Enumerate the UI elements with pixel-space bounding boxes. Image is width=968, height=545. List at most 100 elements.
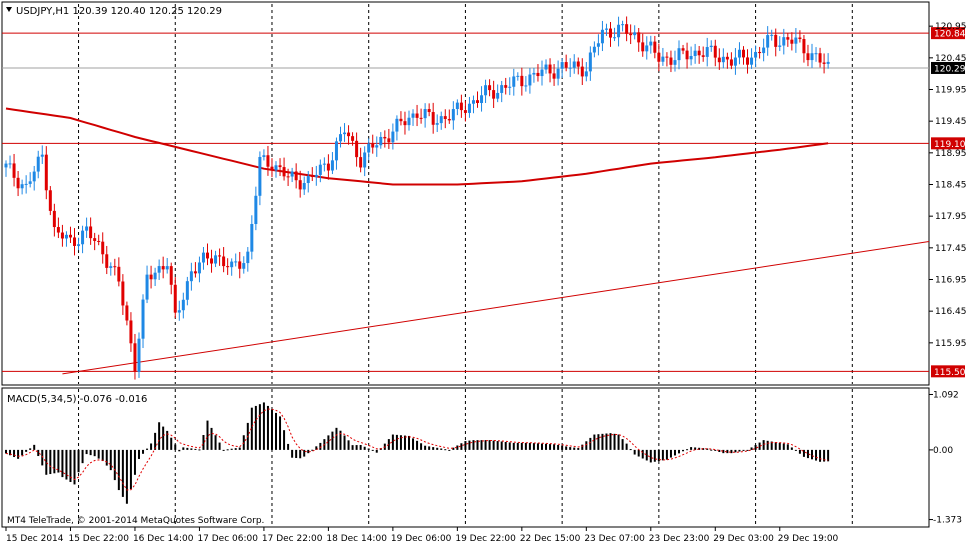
macd-bar: [827, 449, 830, 462]
candle-body: [762, 47, 766, 54]
candle-body: [161, 266, 165, 270]
candle-body: [480, 95, 484, 103]
candle-body: [322, 163, 326, 165]
x-tick-label: 29 Dec 19:00: [778, 534, 839, 544]
candle-body: [641, 42, 645, 52]
macd-bar: [790, 447, 793, 450]
macd-bar: [460, 443, 463, 450]
candle-body: [673, 60, 677, 65]
macd-bar: [601, 433, 604, 450]
macd-bar: [500, 441, 503, 450]
candle-body: [230, 261, 234, 268]
macd-bar: [363, 446, 366, 450]
x-tick-label: 29 Dec 03:00: [713, 534, 774, 544]
candle-body: [447, 118, 451, 121]
candle-body: [326, 163, 330, 171]
candle-body: [689, 56, 693, 60]
macd-bar: [549, 444, 552, 450]
candle-body: [766, 35, 770, 48]
y-tick-label: 116.95: [935, 276, 967, 286]
macd-bar: [270, 409, 273, 450]
x-tick-label: 17 Dec 06:00: [197, 534, 258, 544]
macd-bar: [311, 449, 314, 451]
candle-body: [64, 234, 68, 239]
candle-body: [814, 53, 818, 55]
candle-body: [222, 256, 226, 267]
macd-bar: [553, 444, 556, 450]
candle-body: [310, 176, 314, 178]
macd-bar: [750, 447, 753, 450]
candle-body: [383, 136, 387, 139]
macd-bar: [230, 448, 233, 450]
candle-body: [52, 210, 56, 228]
macd-bar: [97, 449, 100, 459]
candle-body: [604, 28, 608, 30]
candle-body: [234, 261, 238, 263]
macd-bar: [504, 441, 507, 450]
macd-bar: [420, 443, 423, 450]
candle-body: [476, 100, 480, 103]
macd-y-tick-label: 0.00: [933, 446, 953, 456]
candle-body: [588, 52, 592, 72]
candle-body: [214, 255, 218, 264]
macd-bar: [815, 449, 818, 461]
copyright-label: MT4 TeleTrade, © 2001-2014 MetaQuotes So…: [7, 516, 264, 526]
macd-bar: [573, 447, 576, 450]
candle-body: [701, 55, 705, 57]
macd-bar: [456, 445, 459, 450]
macd-bar: [343, 435, 346, 450]
macd-bar: [295, 449, 298, 458]
macd-bar: [327, 435, 330, 450]
macd-bar: [359, 445, 362, 450]
macd-bar: [351, 445, 354, 450]
macd-bar: [129, 449, 132, 490]
candle-body: [584, 71, 588, 77]
macd-bar: [754, 445, 757, 450]
macd-bar: [823, 449, 826, 462]
y-tick-label: 119.95: [935, 86, 967, 96]
macd-bar: [742, 449, 745, 451]
macd-bar: [182, 447, 185, 450]
macd-bar: [21, 449, 24, 456]
macd-bar: [520, 442, 523, 450]
candle-body: [741, 49, 745, 58]
macd-bar: [645, 449, 648, 461]
candle-body: [36, 156, 40, 172]
triangle-down-icon[interactable]: [6, 7, 12, 12]
macd-bar: [738, 449, 741, 452]
y-tick-label: 115.95: [935, 339, 967, 349]
candle-body: [713, 45, 717, 58]
candle-body: [463, 110, 467, 113]
candle-body: [564, 62, 568, 68]
candle-body: [621, 24, 625, 26]
macd-bar: [77, 449, 80, 473]
candle-body: [431, 112, 435, 125]
candle-body: [681, 48, 685, 51]
candle-body: [592, 46, 596, 53]
candle-body: [24, 183, 28, 185]
candle-body: [375, 145, 379, 148]
candle-body: [12, 163, 16, 178]
macd-bar: [170, 437, 173, 450]
candle-body: [774, 34, 778, 47]
candle-body: [282, 167, 286, 177]
candle-body: [242, 263, 246, 269]
macd-y-tick-label: 1.092: [933, 390, 959, 400]
macd-bar: [734, 449, 737, 453]
macd-bar: [57, 449, 60, 473]
macd-bar: [762, 440, 765, 450]
macd-bar: [222, 449, 225, 451]
macd-bar: [101, 449, 104, 462]
macd-bar: [557, 445, 560, 450]
candle-body: [770, 34, 774, 36]
candle-body: [705, 47, 709, 57]
candle-body: [177, 310, 181, 313]
macd-bar: [355, 445, 358, 450]
candle-body: [528, 74, 532, 86]
y-tick-label: 120.45: [935, 54, 967, 64]
macd-bar: [811, 449, 813, 460]
macd-bar: [726, 449, 729, 454]
macd-bar: [424, 445, 427, 450]
x-tick-label: 23 Dec 07:00: [584, 534, 645, 544]
candle-body: [411, 113, 415, 118]
